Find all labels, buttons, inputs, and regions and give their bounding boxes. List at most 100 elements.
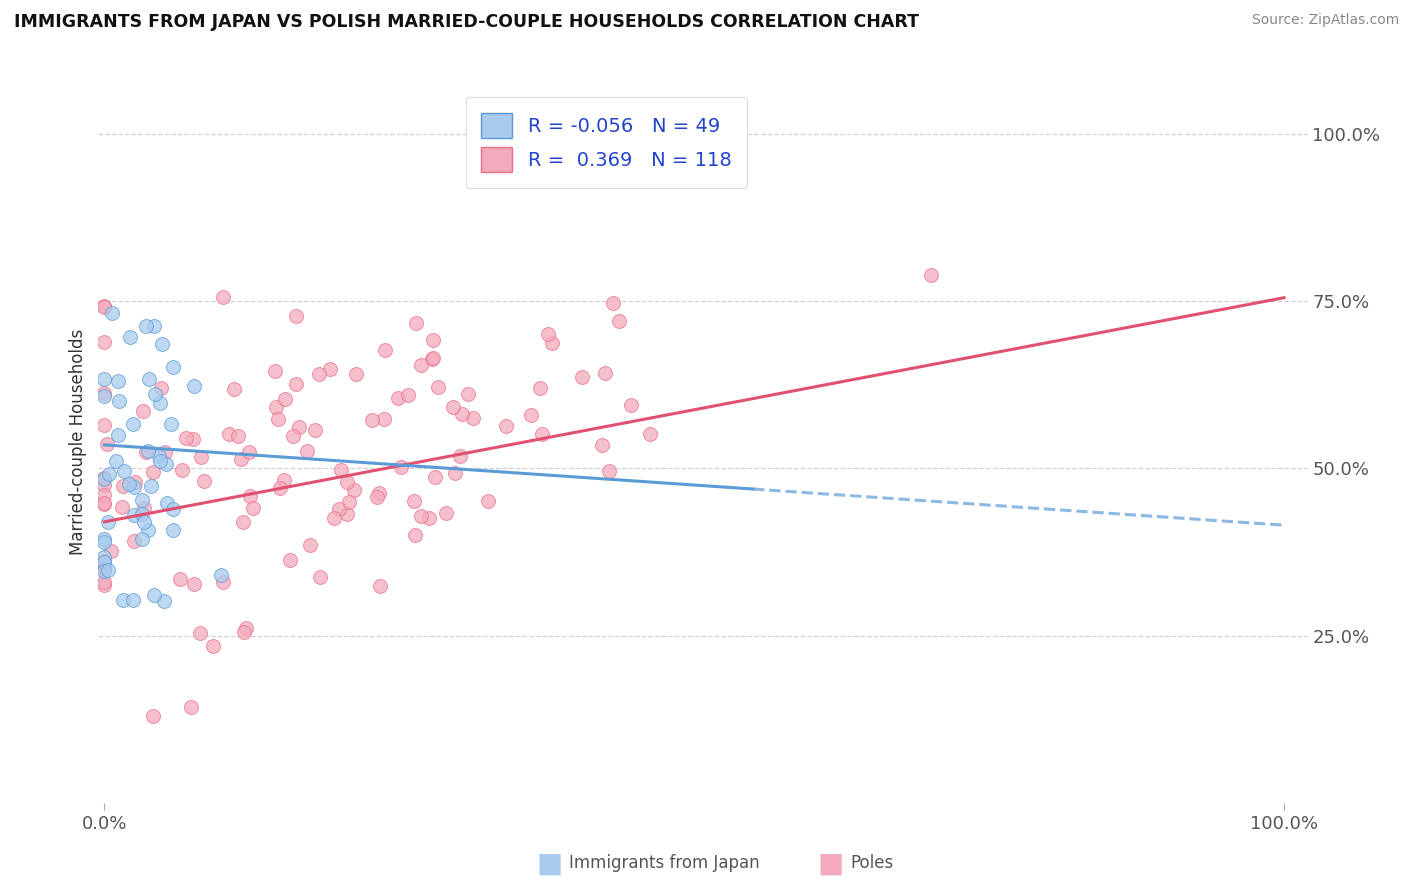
Point bbox=[328, 502, 350, 516]
Point bbox=[149, 454, 172, 468]
Point bbox=[267, 411, 290, 425]
Point bbox=[93, 472, 115, 486]
Point bbox=[387, 391, 409, 405]
Point bbox=[93, 417, 115, 432]
Point bbox=[170, 463, 193, 477]
Point bbox=[264, 364, 287, 378]
Point bbox=[97, 564, 120, 578]
Point bbox=[537, 326, 560, 341]
Point bbox=[211, 574, 233, 589]
Point bbox=[281, 429, 304, 443]
Point bbox=[153, 594, 176, 608]
Point bbox=[209, 567, 232, 582]
Point bbox=[97, 467, 120, 481]
Point bbox=[602, 296, 624, 310]
Point bbox=[143, 387, 166, 401]
Point bbox=[540, 336, 562, 351]
Legend: R = -0.056   N = 49, R =  0.369   N = 118: R = -0.056 N = 49, R = 0.369 N = 118 bbox=[465, 97, 747, 188]
Point bbox=[449, 449, 471, 463]
Point bbox=[93, 299, 115, 313]
Point bbox=[461, 410, 484, 425]
Point bbox=[457, 387, 479, 401]
Point bbox=[132, 500, 155, 515]
Point bbox=[420, 351, 443, 366]
Point bbox=[409, 508, 432, 523]
Point bbox=[329, 463, 352, 477]
Point bbox=[318, 362, 340, 376]
Point bbox=[162, 359, 184, 374]
Point bbox=[620, 398, 643, 412]
Point bbox=[131, 404, 153, 418]
Point bbox=[418, 511, 440, 525]
Point bbox=[174, 431, 197, 445]
Point bbox=[264, 401, 287, 415]
Point bbox=[288, 420, 311, 434]
Y-axis label: Married-couple Households: Married-couple Households bbox=[69, 328, 87, 555]
Point bbox=[162, 524, 184, 538]
Point bbox=[405, 316, 427, 330]
Point bbox=[93, 555, 115, 569]
Point bbox=[336, 508, 359, 522]
Point bbox=[224, 382, 246, 396]
Point bbox=[211, 290, 233, 304]
Point bbox=[396, 388, 419, 402]
Point bbox=[150, 336, 173, 351]
Point bbox=[135, 445, 157, 459]
Point bbox=[93, 564, 115, 578]
Point bbox=[93, 488, 115, 502]
Point bbox=[598, 464, 620, 478]
Point bbox=[278, 552, 301, 566]
Point bbox=[148, 449, 170, 463]
Point bbox=[343, 483, 366, 497]
Point bbox=[235, 621, 257, 635]
Point bbox=[135, 318, 157, 333]
Point bbox=[93, 300, 115, 314]
Point bbox=[451, 407, 474, 421]
Point bbox=[571, 370, 593, 384]
Point bbox=[149, 396, 172, 410]
Point bbox=[920, 268, 942, 282]
Point bbox=[162, 501, 184, 516]
Point bbox=[93, 550, 115, 565]
Point bbox=[131, 492, 153, 507]
Point bbox=[323, 510, 346, 524]
Point bbox=[367, 486, 389, 500]
Point bbox=[409, 358, 432, 372]
Point bbox=[531, 427, 554, 442]
Point bbox=[427, 380, 450, 394]
Point bbox=[229, 452, 252, 467]
Text: Immigrants from Japan: Immigrants from Japan bbox=[569, 855, 761, 872]
Point bbox=[142, 709, 165, 723]
Point bbox=[228, 429, 250, 443]
Point bbox=[360, 413, 382, 427]
Text: Poles: Poles bbox=[851, 855, 894, 872]
Point bbox=[183, 577, 205, 591]
Point bbox=[132, 515, 155, 529]
Point bbox=[309, 570, 332, 584]
Point bbox=[118, 330, 141, 344]
Point bbox=[422, 351, 444, 365]
Point bbox=[180, 700, 202, 714]
Point bbox=[181, 432, 204, 446]
Point bbox=[183, 378, 205, 392]
Point bbox=[336, 475, 359, 489]
Point bbox=[284, 377, 307, 392]
Point bbox=[374, 343, 396, 357]
Point bbox=[108, 394, 131, 409]
Point bbox=[122, 480, 145, 494]
Point bbox=[155, 458, 177, 472]
Point bbox=[143, 588, 166, 602]
Point bbox=[592, 438, 614, 452]
Point bbox=[93, 532, 115, 546]
Point bbox=[142, 466, 165, 480]
Text: Source: ZipAtlas.com: Source: ZipAtlas.com bbox=[1251, 13, 1399, 28]
Point bbox=[124, 475, 146, 490]
Point bbox=[136, 523, 159, 537]
Point bbox=[93, 386, 115, 401]
Point bbox=[139, 479, 162, 493]
Point bbox=[93, 496, 115, 510]
Point bbox=[344, 367, 367, 381]
Point bbox=[422, 334, 444, 348]
Point bbox=[232, 516, 254, 530]
Point bbox=[93, 372, 115, 386]
